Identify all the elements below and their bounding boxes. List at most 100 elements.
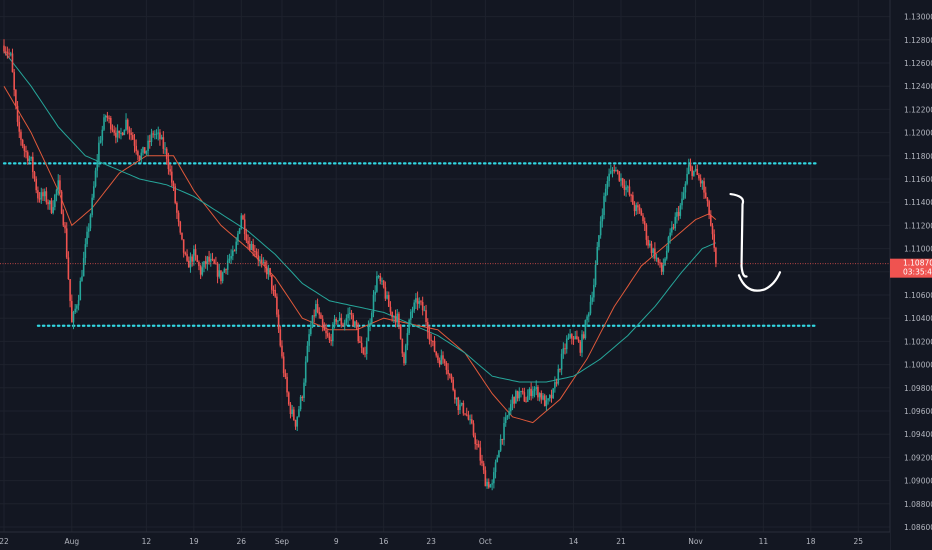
candle-body xyxy=(403,353,405,364)
candle-body xyxy=(179,221,182,233)
candle-body xyxy=(528,388,531,396)
candle-body xyxy=(633,204,636,212)
candle-body xyxy=(211,258,214,260)
candle-body xyxy=(669,232,671,238)
candle-body xyxy=(74,308,76,313)
candle-body xyxy=(454,390,456,400)
candle-body xyxy=(384,287,387,299)
candle-body xyxy=(674,216,677,229)
candle-body xyxy=(643,221,646,225)
candle-body xyxy=(115,132,117,138)
candle-body xyxy=(377,275,380,277)
candle-body xyxy=(101,129,104,141)
candle-body xyxy=(65,228,68,258)
y-tick-label: 1.08600 xyxy=(904,523,932,532)
candle-body xyxy=(369,322,371,326)
candle-body xyxy=(687,164,690,174)
candle-body xyxy=(671,227,673,233)
candle-body xyxy=(621,178,624,186)
candle-body xyxy=(413,302,415,311)
candle-body xyxy=(48,200,51,205)
candle-body xyxy=(589,301,592,314)
candle-body xyxy=(713,234,716,248)
candle-body xyxy=(132,134,134,140)
x-tick-label: 21 xyxy=(616,537,626,546)
candle-body xyxy=(108,117,110,119)
candle-body xyxy=(416,298,419,304)
candle-body xyxy=(401,338,404,354)
candle-body xyxy=(3,45,5,52)
candle-body xyxy=(284,373,287,377)
candle-body xyxy=(296,416,299,427)
candle-body xyxy=(311,315,314,328)
candle-body xyxy=(657,257,660,263)
candle-body xyxy=(389,306,392,312)
candle-body xyxy=(154,134,156,136)
candle-body xyxy=(247,240,249,244)
candle-body xyxy=(30,156,32,159)
candle-body xyxy=(362,347,365,354)
candle-body xyxy=(476,444,478,446)
candle-body xyxy=(601,215,604,222)
candle-body xyxy=(471,419,473,424)
candle-body xyxy=(298,409,300,417)
candle-body xyxy=(301,396,304,398)
candle-body xyxy=(510,404,512,412)
candle-body xyxy=(482,463,485,471)
candle-body xyxy=(32,156,34,173)
candle-body xyxy=(262,261,265,263)
x-tick-label: 16 xyxy=(379,537,389,546)
candle-body xyxy=(676,211,678,217)
candle-body xyxy=(338,317,341,321)
candle-body xyxy=(187,260,190,268)
candle-body xyxy=(169,169,171,172)
y-tick-label: 1.09200 xyxy=(904,453,932,462)
time-axis[interactable]: 22 Aug 12 19 26 Sep 9 16 23 Oct 14 21 Nov 11 18 25 xyxy=(0,531,890,550)
candle-body xyxy=(89,214,92,229)
candle-body xyxy=(557,369,560,384)
curve-stroke xyxy=(737,271,782,292)
candle-body xyxy=(357,327,360,342)
candle-body xyxy=(323,327,326,331)
candle-body xyxy=(67,257,70,280)
candle-body xyxy=(523,392,526,402)
candle-body xyxy=(28,158,31,161)
candle-body xyxy=(308,334,310,346)
candle-body xyxy=(611,169,614,171)
candle-body xyxy=(498,450,500,458)
candle-body xyxy=(237,233,239,242)
candle-body xyxy=(242,215,244,220)
candle-body xyxy=(359,341,361,343)
candle-body xyxy=(277,314,280,330)
candle-body xyxy=(526,395,529,402)
candle-body xyxy=(6,51,9,54)
candle-body xyxy=(703,181,705,193)
candle-body xyxy=(76,305,78,309)
candle-body xyxy=(43,191,46,197)
candle-body xyxy=(540,393,543,400)
candle-body xyxy=(126,119,129,130)
candle-body xyxy=(352,315,354,327)
current-price-value: 1.10870 xyxy=(903,259,932,268)
candle-body xyxy=(279,329,282,346)
candle-body xyxy=(464,413,466,415)
candle-body xyxy=(459,404,461,410)
candle-body xyxy=(181,232,183,240)
candle-body xyxy=(138,155,141,160)
candle-body xyxy=(294,420,297,427)
candle-body xyxy=(698,175,700,179)
candle-body xyxy=(504,417,507,423)
candle-body xyxy=(376,276,378,292)
candle-body xyxy=(420,301,422,303)
candle-body xyxy=(245,234,248,241)
candle-body xyxy=(367,325,370,342)
candle-body xyxy=(626,186,629,188)
candle-body xyxy=(665,250,668,259)
candle-body xyxy=(616,169,619,172)
candle-body xyxy=(491,483,493,485)
candle-body xyxy=(287,392,290,405)
candle-body xyxy=(145,151,148,154)
candle-body xyxy=(591,297,593,302)
